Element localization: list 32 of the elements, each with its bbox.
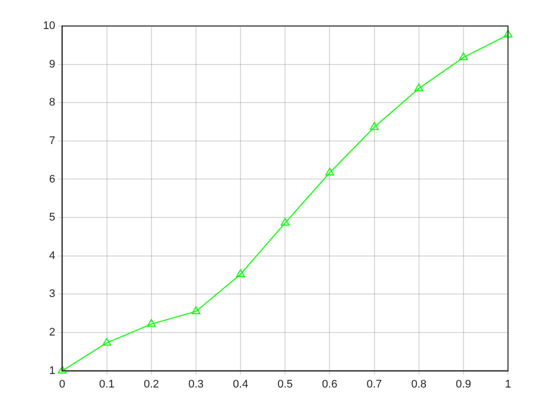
x-tick-label: 0.7 xyxy=(366,378,382,390)
x-tick-label: 0 xyxy=(59,378,66,390)
x-tick-label: 0.1 xyxy=(99,378,114,390)
x-tick-label: 0.5 xyxy=(277,378,293,390)
x-tick-label: 0.4 xyxy=(232,378,248,390)
x-tick-label: 0.2 xyxy=(144,378,160,390)
x-tick-label: 0.6 xyxy=(322,378,338,390)
y-tick-label: 10 xyxy=(42,20,56,32)
y-tick-label: 8 xyxy=(49,96,56,109)
point xyxy=(414,83,424,92)
x-tick-label: 0.9 xyxy=(456,378,472,390)
y-tick-label: 9 xyxy=(49,58,56,70)
y-tick-label: 3 xyxy=(49,288,56,300)
point xyxy=(236,269,245,278)
point xyxy=(280,218,290,226)
point xyxy=(370,122,379,130)
point xyxy=(58,366,67,374)
point xyxy=(325,168,334,176)
y-tick-label: 1 xyxy=(49,364,56,377)
point xyxy=(146,319,156,327)
y-tick-label: 5 xyxy=(49,212,56,224)
x-tick-label: 1 xyxy=(504,378,512,390)
x-tick-label: 0.8 xyxy=(411,378,426,390)
point xyxy=(459,52,468,60)
y-tick-label: 2 xyxy=(49,326,56,339)
y-tick-label: 7 xyxy=(49,134,56,147)
y-tick-label: 4 xyxy=(49,250,56,262)
x-tick-label: 0.3 xyxy=(188,378,204,390)
point xyxy=(102,338,112,346)
point xyxy=(504,30,512,38)
point xyxy=(192,306,200,314)
y-tick-label: 6 xyxy=(49,173,56,186)
